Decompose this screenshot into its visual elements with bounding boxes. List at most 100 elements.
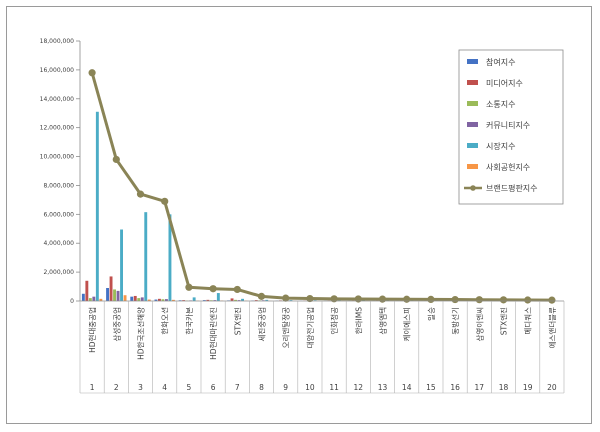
y-tick-label: 8,000,000	[43, 182, 74, 189]
x-number-label-20: 20	[547, 383, 557, 392]
x-number-label-19: 19	[523, 383, 533, 392]
bar-1-3	[130, 296, 134, 301]
bar-2-3	[133, 295, 137, 301]
bar-4-3	[140, 297, 144, 301]
x-number-label-16: 16	[450, 383, 460, 392]
x-category-label-18: STX엔진	[499, 307, 509, 335]
x-axis: HD현대중공업 1 삼성중공업 2 HD한국조선해양 3 한화오션 4 한국카본 5 HD현대마린엔…	[79, 300, 565, 394]
x-number-label-18: 18	[499, 383, 509, 392]
bar-3-1	[88, 298, 92, 301]
x-category-label-7: STX엔진	[232, 307, 242, 335]
legend-swatch-1	[467, 59, 478, 64]
line-point-17	[475, 296, 483, 304]
y-tick-label: 2,000,000	[43, 269, 74, 276]
x-category-label-6: HD현대마린엔진	[208, 307, 218, 360]
y-tick-label: 16,000,000	[40, 67, 75, 74]
line-point-18	[499, 296, 508, 304]
bar-2-8	[254, 300, 258, 301]
x-number-label-10: 10	[305, 383, 315, 392]
x-category-label-1: HD현대중공업	[88, 307, 97, 353]
bar-6-1	[99, 298, 103, 301]
x-number-label-15: 15	[426, 383, 436, 392]
bar-5-6	[216, 293, 220, 301]
bar-5-3	[144, 212, 148, 301]
x-category-label-8: 세진중공업	[257, 307, 267, 342]
x-number-label-9: 9	[283, 383, 288, 392]
bar-4-6	[213, 300, 217, 301]
y-tick-label: 10,000,000	[40, 154, 75, 161]
bar-2-2	[109, 276, 113, 301]
y-tick-label: 14,000,000	[40, 96, 75, 103]
line-point-8	[257, 292, 266, 300]
x-category-label-2: 삼성중공업	[111, 307, 121, 342]
x-number-label-13: 13	[378, 383, 388, 392]
bar-2-4	[158, 298, 161, 301]
x-number-label-1: 1	[90, 383, 95, 392]
bar-1-4	[154, 299, 158, 301]
line-point-15	[427, 295, 435, 304]
y-tick-label: 4,000,000	[43, 240, 74, 247]
bar-4-7	[237, 300, 241, 301]
legend-swatch-2	[467, 80, 478, 85]
line-point-13	[378, 295, 387, 303]
chart-svg: 0 2,000,000 4,000,000 6,000,000 8,000,000 10,…	[40, 38, 565, 394]
bar-3-4	[161, 299, 165, 301]
legend-swatch-6	[467, 164, 478, 169]
bar-5-2	[120, 229, 123, 301]
x-number-label-4: 4	[162, 383, 167, 392]
bar-5-4	[168, 214, 172, 301]
bar-6-4	[172, 299, 175, 301]
y-tick-label: 6,000,000	[43, 211, 74, 218]
y-axis: 0 2,000,000 4,000,000 6,000,000 8,000,000 10,…	[40, 38, 81, 305]
bar-6-2	[123, 295, 127, 301]
line-point-12	[354, 295, 362, 303]
bar-1-6	[202, 300, 206, 301]
legend-label-7: 브랜드평판지수	[486, 183, 538, 193]
x-number-label-12: 12	[354, 383, 364, 392]
bar-1-2	[106, 288, 109, 301]
x-number-label-17: 17	[475, 383, 485, 392]
x-number-label-2: 2	[114, 383, 119, 392]
line-point-1	[88, 69, 96, 77]
x-category-label-19: 메디쿼스	[523, 307, 533, 335]
legend-label-1: 참여지수	[486, 57, 515, 67]
x-category-label-14: 케이에스피	[402, 307, 412, 342]
line-point-2	[112, 155, 120, 164]
x-number-label-8: 8	[259, 383, 264, 392]
x-category-label-5: 한국카본	[185, 307, 194, 335]
x-number-label-3: 3	[138, 383, 143, 392]
line-path	[90, 72, 552, 302]
x-number-label-6: 6	[211, 383, 216, 392]
bar-2-7	[230, 298, 234, 301]
line-point-20	[548, 296, 556, 304]
bar-2-1	[85, 280, 89, 301]
line-point-7	[233, 285, 241, 294]
legend-swatch-3	[467, 101, 478, 106]
y-tick-label: 18,000,000	[40, 38, 75, 45]
bar-5-1	[95, 111, 99, 302]
x-number-label-14: 14	[402, 383, 412, 392]
bar-5-5	[192, 297, 196, 301]
x-category-label-9: 오리엔탈정공	[281, 307, 291, 348]
bar-3-2	[113, 289, 116, 301]
x-category-label-4: 한화오션	[160, 307, 170, 335]
line-point-16	[451, 295, 459, 304]
bar-5-7	[241, 298, 244, 301]
x-category-label-15: 일승	[427, 307, 436, 321]
bar-3-3	[137, 298, 141, 301]
x-category-label-3: HD한국조선해양	[136, 307, 146, 360]
x-category-label-16: 동방선기	[450, 307, 460, 335]
legend-label-2: 미디어지수	[486, 78, 523, 88]
x-category-label-12: 한라IMS	[354, 307, 363, 334]
bar-2-6	[206, 299, 210, 301]
legend-label-6: 사회공헌지수	[486, 163, 530, 172]
legend-label-5: 시장지수	[486, 141, 515, 151]
legend-label-4: 커뮤니티지수	[486, 120, 530, 130]
bar-1-1	[81, 293, 85, 301]
x-category-label-10: 대양전기공업	[305, 307, 315, 348]
line-point-19	[524, 296, 532, 304]
bar-4-4	[165, 299, 168, 301]
line-point-3	[136, 190, 145, 198]
legend-swatch-4	[467, 122, 478, 127]
